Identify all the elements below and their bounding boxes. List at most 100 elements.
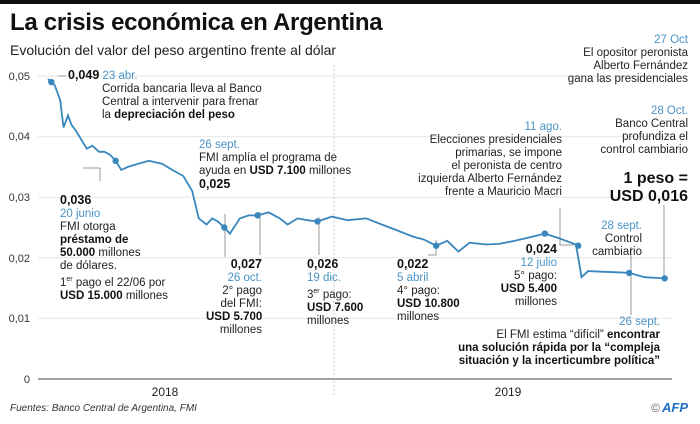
annotation-date: 27 Oct xyxy=(654,34,688,46)
annotation-text: control cambiario xyxy=(600,144,688,156)
annotation-19dic: 0,026 19 dic. 3er pago: USD 7.600 millon… xyxy=(307,258,363,328)
annotation-text: primarias, se impone xyxy=(455,147,562,159)
y-tick-label: 0,05 xyxy=(9,71,30,83)
annotation-text: pago: xyxy=(319,288,352,301)
annotation-text: FMI otorga xyxy=(60,221,116,233)
event-marker xyxy=(625,269,633,277)
annotation-text-bold: encontrar xyxy=(606,329,660,341)
annotation-text: El FMI estima “difícil” xyxy=(496,329,607,341)
event-marker xyxy=(432,242,440,249)
annotation-text: ayuda en xyxy=(199,165,250,177)
annotation-text: frente a Mauricio Macri xyxy=(445,186,562,198)
annotation-text: Alberto Fernández xyxy=(593,60,688,72)
annotation-text: millones xyxy=(305,165,352,177)
annotation-text-bold: USD 5.700 xyxy=(206,311,263,323)
annotation-sup: er xyxy=(66,276,73,283)
annotation-value: 0,049 xyxy=(68,68,100,82)
annotation-text-bold: USD 5.400 xyxy=(500,283,557,295)
annotation-text-bold: USD 7.100 xyxy=(249,165,306,177)
annotation-text: El opositor peronista xyxy=(583,47,688,59)
event-marker xyxy=(254,212,261,219)
annotation-date: 19 dic. xyxy=(307,272,341,284)
annotation-value: 0,036 xyxy=(60,193,92,207)
chart-subtitle: Evolución del valor del peso argentino f… xyxy=(10,42,337,58)
annotation-value: 0,025 xyxy=(199,177,231,191)
annotation-12julio: 0,024 12 julio 5° pago: USD 5.400 millon… xyxy=(495,243,557,309)
annotation-value: 0,022 xyxy=(397,257,429,271)
annotation-text: del FMI: xyxy=(220,298,262,310)
event-marker xyxy=(574,242,582,249)
annotation-text-bold: depreciación del peso xyxy=(114,109,235,121)
x-label-2019: 2019 xyxy=(495,385,522,399)
annotation-text: 4° pago: xyxy=(397,285,440,297)
annotation-date: 11 ago. xyxy=(524,121,562,133)
series-line-peso xyxy=(47,78,665,280)
annotation-value: 0,024 xyxy=(525,242,557,256)
annotation-date: 20 junio xyxy=(60,208,101,220)
annotation-text: Banco Central xyxy=(615,118,688,130)
annotation-text-bold: préstamo de xyxy=(60,234,129,246)
annotation-text: de dólares. xyxy=(60,260,117,272)
annotation-5abril: 0,022 5 abril 4° pago: USD 10.800 millon… xyxy=(397,258,460,324)
x-label-2018: 2018 xyxy=(152,385,179,399)
annotation-text-bold: una solución rápida por la “compleja xyxy=(458,342,660,354)
annotation-text: 3 xyxy=(307,288,314,301)
annotation-date: 5 abril xyxy=(397,272,429,284)
annotation-20jun: 0,036 20 junio FMI otorga préstamo de 50… xyxy=(60,194,168,303)
annotation-text: millones xyxy=(95,247,141,259)
annotation-text: Corrida bancaria lleva al Banco xyxy=(102,83,262,95)
annotation-date: 28 sept. xyxy=(601,220,642,232)
annotation-text: Elecciones presidenciales xyxy=(429,134,562,146)
annotation-text: pago el 22/06 por xyxy=(72,276,166,289)
annotation-26oct: 0,027 26 oct. 2° pago del FMI: USD 5.700… xyxy=(206,258,262,337)
y-tick-label: 0,04 xyxy=(9,131,30,143)
current-rate-line2: USD 0,016 xyxy=(609,188,688,205)
annotation-value: 0,027 xyxy=(230,257,262,271)
afp-brand: AFP xyxy=(662,400,688,415)
top-bar xyxy=(0,0,700,4)
copyright-icon: © xyxy=(651,401,660,415)
annotation-28sep: 28 sept. Control cambiario xyxy=(580,220,642,259)
annotation-text: FMI amplía el programa de xyxy=(199,152,338,164)
leader-line xyxy=(559,208,574,246)
event-marker xyxy=(221,224,228,231)
annotation-text: profundiza el xyxy=(622,131,688,143)
chart-title: La crisis económica en Argentina xyxy=(10,9,383,36)
annotation-text: 1 xyxy=(60,276,67,289)
annotation-23abr: 0,049 23 abr. Corrida bancaria lleva al … xyxy=(68,69,262,122)
y-tick-label: 0 xyxy=(24,374,30,386)
annotation-date: 23 abr. xyxy=(102,70,138,82)
annotation-value: 0,026 xyxy=(307,257,339,271)
annotation-text: millones xyxy=(307,314,350,327)
annotation-11ago: 11 ago. Elecciones presidenciales primar… xyxy=(400,121,562,199)
annotation-text-bold: USD 7.600 xyxy=(307,301,364,314)
annotation-26sep-2018: 26 sept. FMI amplía el programa de ayuda… xyxy=(199,139,351,192)
annotation-text-bold: situación y la incerticumbre política” xyxy=(458,355,660,367)
source-note: Fuentes: Banco Central de Argentina, FMI xyxy=(10,403,197,414)
annotation-date: 12 julio xyxy=(520,257,557,269)
annotation-text: millones xyxy=(122,289,169,302)
annotation-text-bold: USD 10.800 xyxy=(397,298,460,310)
annotation-date: 26 sept. xyxy=(619,316,660,328)
annotation-text: millones xyxy=(514,296,557,308)
event-marker xyxy=(661,275,668,282)
annotation-text: gana las presidenciales xyxy=(567,73,688,85)
annotation-date: 26 sept. xyxy=(199,139,240,151)
afp-logo: © AFP xyxy=(651,400,688,415)
annotation-text: millones xyxy=(397,311,440,323)
event-marker xyxy=(541,230,549,237)
annotation-text: la xyxy=(102,109,115,121)
annotation-text-bold: 50.000 xyxy=(60,247,96,259)
annotation-text: 2° pago xyxy=(222,285,262,297)
annotation-text: cambiario xyxy=(592,246,642,258)
current-rate-line1: 1 peso = xyxy=(623,170,688,187)
annotation-text-bold: USD 15.000 xyxy=(60,289,123,302)
annotation-text: el peronista de centro xyxy=(451,160,562,172)
annotation-28oct: 28 Oct. Banco Central profundiza el cont… xyxy=(570,105,688,157)
annotation-text: millones xyxy=(219,324,262,336)
annotation-text: Control xyxy=(604,233,642,245)
event-marker xyxy=(314,218,321,225)
annotation-27oct: 27 Oct El opositor peronista Alberto Fer… xyxy=(540,34,688,86)
annotation-date: 28 Oct. xyxy=(650,105,688,117)
